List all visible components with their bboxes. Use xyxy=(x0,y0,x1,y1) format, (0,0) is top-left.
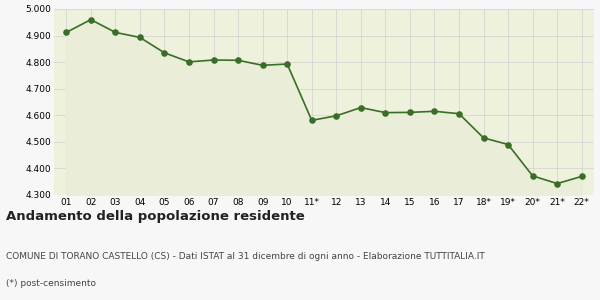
Point xyxy=(135,35,145,40)
Point xyxy=(454,111,464,116)
Point xyxy=(553,181,562,186)
Point xyxy=(380,110,390,115)
Point xyxy=(528,173,538,178)
Point xyxy=(479,136,488,140)
Point xyxy=(405,110,415,115)
Point xyxy=(209,58,218,62)
Text: (*) post-censimento: (*) post-censimento xyxy=(6,279,96,288)
Point xyxy=(110,30,120,35)
Point xyxy=(430,109,439,114)
Text: Andamento della popolazione residente: Andamento della popolazione residente xyxy=(6,210,305,223)
Point xyxy=(283,61,292,66)
Point xyxy=(233,58,243,63)
Point xyxy=(86,17,95,22)
Point xyxy=(184,59,194,64)
Point xyxy=(307,118,317,123)
Point xyxy=(331,113,341,118)
Text: COMUNE DI TORANO CASTELLO (CS) - Dati ISTAT al 31 dicembre di ogni anno - Elabor: COMUNE DI TORANO CASTELLO (CS) - Dati IS… xyxy=(6,252,485,261)
Point xyxy=(160,50,169,55)
Point xyxy=(61,30,71,35)
Point xyxy=(258,63,268,68)
Point xyxy=(577,174,587,179)
Point xyxy=(356,105,365,110)
Point xyxy=(503,142,513,147)
